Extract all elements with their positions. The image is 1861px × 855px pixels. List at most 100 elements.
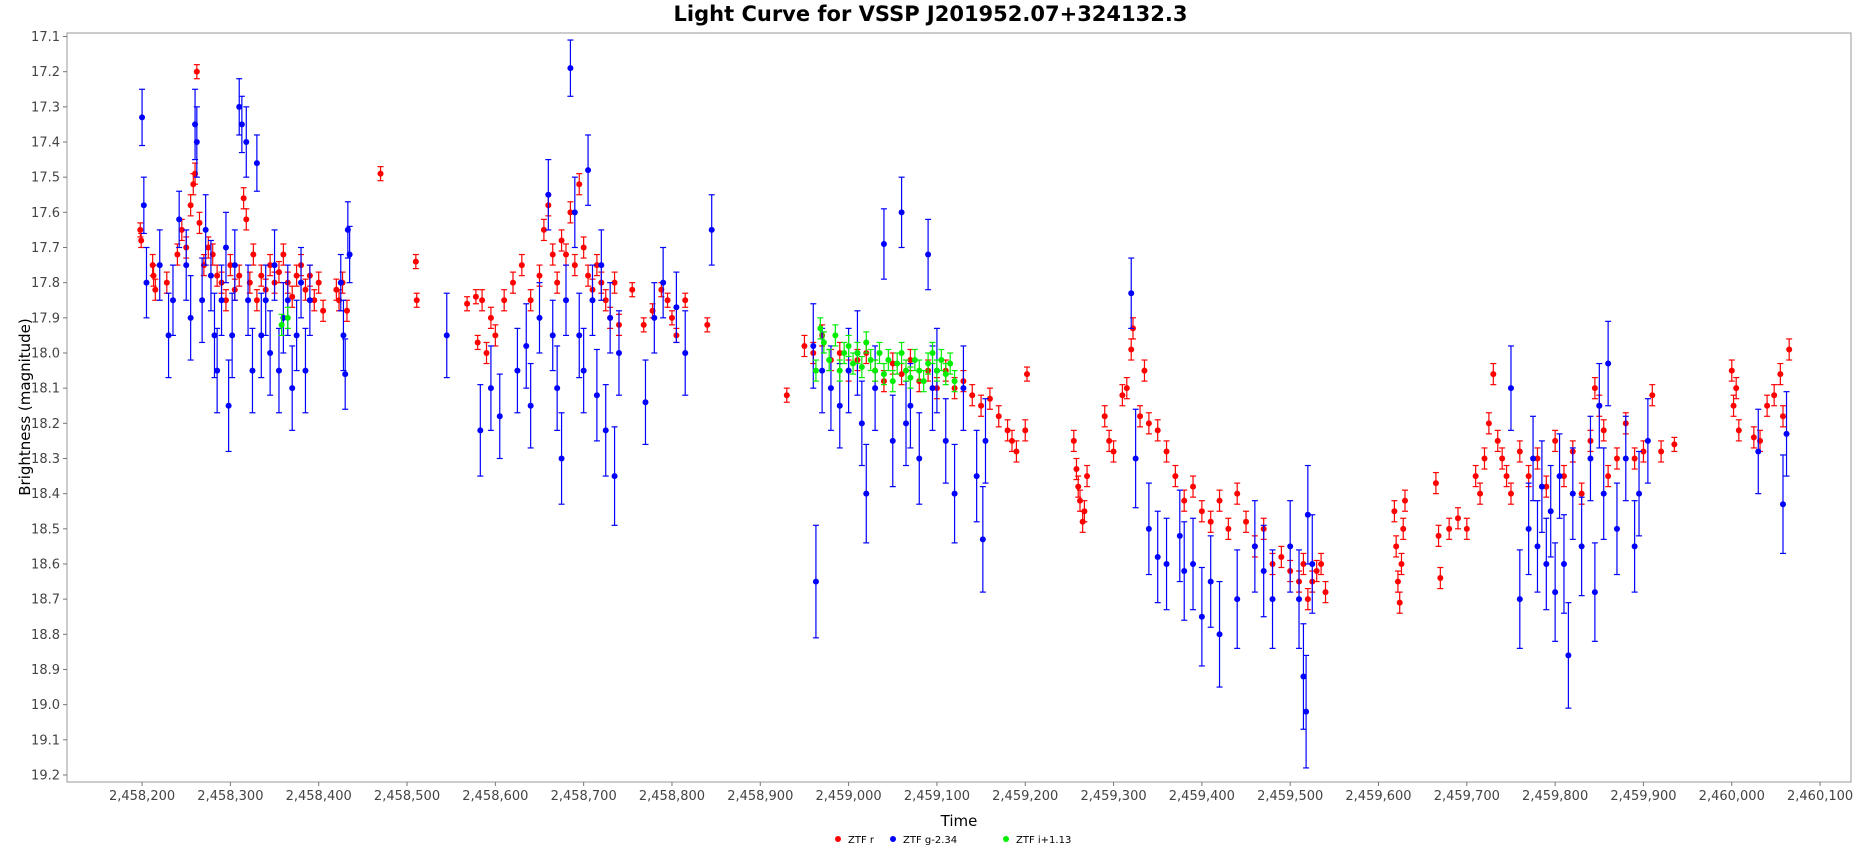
data-point <box>174 251 181 258</box>
data-point <box>196 219 203 226</box>
data-point <box>1128 346 1135 353</box>
data-point <box>682 297 689 304</box>
x-tick-label: 2,458,600 <box>462 789 528 804</box>
data-point <box>413 297 420 304</box>
data-point <box>1022 427 1029 434</box>
data-point <box>1128 290 1135 297</box>
data-point <box>1565 652 1572 659</box>
x-tick-label: 2,458,700 <box>551 789 617 804</box>
data-point <box>615 349 622 356</box>
data-point <box>1605 473 1612 480</box>
data-point <box>682 349 689 356</box>
data-point <box>880 371 887 378</box>
data-point <box>812 367 819 374</box>
data-point <box>1636 490 1643 497</box>
data-point <box>1472 473 1479 480</box>
data-point <box>1073 466 1080 473</box>
data-point <box>982 437 989 444</box>
data-point <box>960 385 967 392</box>
data-point <box>243 216 250 223</box>
data-point <box>1398 560 1405 567</box>
data-point <box>947 360 954 367</box>
data-point <box>1552 589 1559 596</box>
data-point <box>1499 455 1506 462</box>
plot-area-border <box>66 32 1852 783</box>
data-point <box>152 286 159 293</box>
data-point <box>889 360 896 367</box>
data-point <box>306 297 313 304</box>
data-point <box>1198 613 1205 620</box>
data-point <box>1644 437 1651 444</box>
data-point <box>1613 455 1620 462</box>
chart-title: Light Curve for VSSP J201952.07+324132.3 <box>673 2 1188 26</box>
data-point <box>1101 413 1108 420</box>
x-tick-label: 2,459,200 <box>992 789 1058 804</box>
data-point <box>218 297 225 304</box>
data-point <box>1287 543 1294 550</box>
data-point <box>549 251 556 258</box>
data-point <box>278 321 285 328</box>
data-point <box>253 297 260 304</box>
data-point <box>933 367 940 374</box>
data-point <box>165 332 172 339</box>
data-point <box>492 332 499 339</box>
data-point <box>1777 371 1784 378</box>
x-tick-label: 2,459,300 <box>1080 789 1146 804</box>
data-point <box>483 349 490 356</box>
data-point <box>858 364 865 371</box>
y-tick-label: 19.0 <box>31 698 60 713</box>
data-point <box>567 65 574 72</box>
data-point <box>898 209 905 216</box>
y-tick-label: 17.5 <box>31 171 60 186</box>
data-point <box>183 262 190 269</box>
data-point <box>1225 525 1232 532</box>
data-point <box>1106 437 1113 444</box>
data-point <box>311 297 318 304</box>
data-point <box>810 342 817 349</box>
data-point <box>1671 441 1678 448</box>
data-point <box>929 385 936 392</box>
data-point <box>1137 413 1144 420</box>
data-point <box>607 314 614 321</box>
data-point <box>225 402 232 409</box>
data-point <box>443 332 450 339</box>
data-point <box>258 332 265 339</box>
data-point <box>337 279 344 286</box>
data-point <box>343 307 350 314</box>
data-point <box>284 297 291 304</box>
y-tick-label: 17.7 <box>31 241 60 256</box>
data-point <box>1084 473 1091 480</box>
data-point <box>342 371 349 378</box>
y-tick-label: 17.9 <box>31 311 60 326</box>
x-tick-label: 2,458,400 <box>286 789 352 804</box>
data-point <box>558 237 565 244</box>
data-point <box>708 226 715 233</box>
x-tick-label: 2,459,600 <box>1345 789 1411 804</box>
data-point <box>704 321 711 328</box>
data-point <box>231 262 238 269</box>
data-point <box>510 279 516 286</box>
x-axis: 2,458,200 2,458,300 2,458,400 2,458,500 2,45… <box>109 782 1853 804</box>
data-point <box>1600 427 1607 434</box>
data-point <box>1547 508 1554 515</box>
data-point <box>651 314 658 321</box>
data-point <box>1516 448 1523 455</box>
data-point <box>1543 483 1550 490</box>
x-tick-label: 2,458,300 <box>197 789 263 804</box>
data-point <box>1552 437 1559 444</box>
data-point <box>1490 371 1497 378</box>
data-point <box>1735 427 1742 434</box>
data-point <box>1481 455 1488 462</box>
data-point <box>854 349 861 356</box>
data-point <box>1534 455 1541 462</box>
data-point <box>169 297 176 304</box>
data-point <box>562 251 569 258</box>
data-point <box>222 297 229 304</box>
data-point <box>554 385 561 392</box>
data-point <box>514 367 521 374</box>
data-point <box>812 578 819 585</box>
x-tick-label: 2,459,700 <box>1434 789 1500 804</box>
data-point <box>412 258 419 265</box>
data-point <box>523 342 530 349</box>
data-point <box>1145 525 1152 532</box>
